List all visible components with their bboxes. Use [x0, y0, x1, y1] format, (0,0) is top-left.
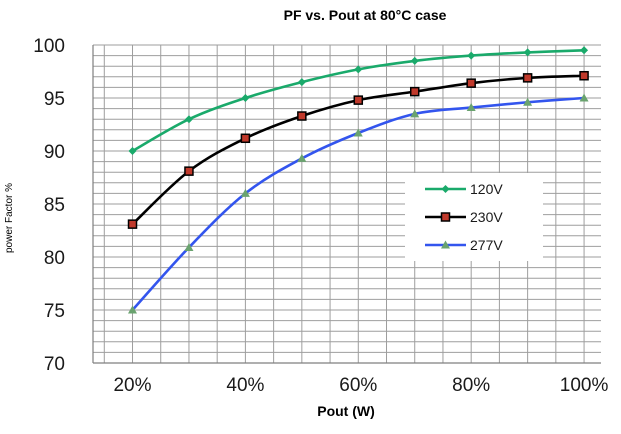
- data-point-230v: [522, 73, 533, 83]
- legend-label-230v: 230V: [470, 209, 503, 225]
- data-point-230v: [297, 111, 307, 121]
- data-point-277v: [579, 93, 589, 102]
- y-tick-label: 85: [44, 195, 65, 216]
- legend-marker-120v: [441, 185, 450, 193]
- y-axis-label: power Factor %: [4, 183, 15, 253]
- data-point-120v: [410, 56, 419, 65]
- x-tick-label: 80%: [452, 375, 490, 396]
- y-tick-label: 90: [44, 142, 65, 163]
- x-axis-label: Pout (W): [317, 403, 375, 419]
- data-point-120v: [128, 147, 137, 155]
- legend-marker-230v: [440, 212, 451, 222]
- x-tick-label: 60%: [339, 375, 377, 396]
- data-point-230v: [409, 86, 420, 97]
- data-point-277v: [466, 103, 476, 112]
- data-point-277v: [297, 153, 307, 162]
- series-group: [127, 46, 589, 314]
- data-point-230v: [127, 219, 138, 229]
- series-line-277v: [131, 96, 585, 311]
- data-point-277v: [240, 188, 250, 197]
- legend-label-120v: 120V: [470, 181, 503, 197]
- data-point-277v: [353, 128, 363, 137]
- x-tick-label: 20%: [113, 375, 151, 396]
- y-tick-label: 100: [33, 36, 65, 57]
- series-230v: [127, 70, 589, 229]
- y-tick-label: 80: [44, 248, 65, 269]
- data-point-120v: [354, 65, 363, 74]
- y-ticks: 70 75 80 85 90 95 100: [33, 36, 65, 375]
- series-277v: [128, 93, 589, 314]
- data-point-120v: [523, 48, 532, 57]
- data-point-230v: [240, 133, 251, 144]
- chart-title: PF vs. Pout at 80°C case: [284, 7, 447, 23]
- y-tick-label: 70: [44, 354, 65, 375]
- data-point-277v: [410, 109, 420, 118]
- data-point-277v: [128, 305, 138, 314]
- data-point-120v: [241, 94, 250, 102]
- data-point-120v: [297, 78, 306, 87]
- data-point-120v: [467, 51, 476, 60]
- legend-label-277v: 277V: [470, 237, 503, 253]
- axes: [92, 45, 601, 364]
- series-120v: [128, 46, 589, 155]
- x-tick-label: 40%: [226, 375, 264, 396]
- data-point-230v: [579, 70, 589, 81]
- y-tick-label: 75: [44, 301, 65, 322]
- data-point-230v: [353, 95, 364, 105]
- data-point-120v: [184, 115, 193, 124]
- x-ticks: 20% 40% 60% 80% 100%: [113, 375, 608, 396]
- x-tick-label: 100%: [560, 375, 609, 396]
- data-point-277v: [184, 242, 194, 251]
- y-tick-label: 95: [44, 89, 65, 110]
- legend: 120V 230V 277V: [405, 173, 543, 261]
- data-point-230v: [466, 78, 476, 88]
- data-point-277v: [523, 97, 533, 106]
- legend-marker-277v: [441, 240, 450, 249]
- data-point-120v: [580, 46, 589, 55]
- data-point-230v: [184, 166, 194, 176]
